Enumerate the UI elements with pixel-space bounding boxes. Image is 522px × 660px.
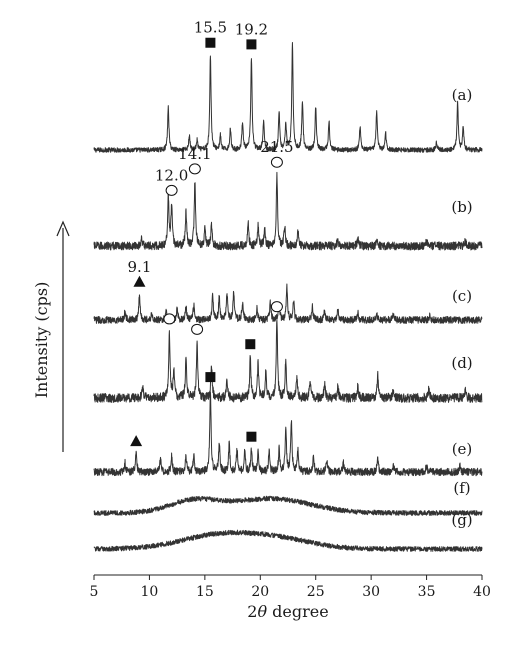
marker-circle [188,163,201,175]
marker-square [205,37,216,48]
peak-label: 12.0 [155,166,188,184]
intensity-arrow-head [56,220,70,237]
x-tick-label: 15 [196,584,214,600]
y-axis-label: Intensity (cps) [32,282,51,399]
marker-square [246,431,257,442]
x-tick-label: 35 [418,584,436,600]
trace-b [93,171,483,251]
trace-label-a: (a) [452,86,473,104]
marker-circle [191,323,204,335]
x-axis-label: 2θ degree [247,602,328,621]
trace-label-b: (b) [451,198,472,216]
x-tick-label: 5 [90,584,99,600]
trace-label-e: (e) [452,440,473,458]
trace-g [93,529,483,552]
intensity-arrow [56,220,70,452]
marker-square [245,339,256,350]
trace-label-f: (f) [453,479,470,497]
trace-labels-group: (a) (b) (c) (d) (e) (f) (g) [451,86,472,529]
trace-label-c: (c) [452,287,472,305]
annotations-group: 15.5 19.2 12.0 14.1 21.5 9.1 [128,19,294,276]
marker-square [205,372,216,383]
x-tick-label: 30 [362,584,380,600]
x-ticks-group: 5 10 15 20 25 30 35 40 [90,575,491,600]
marker-triangle [133,275,146,287]
x-tick-label: 40 [473,584,491,600]
trace-label-g: (g) [451,511,472,529]
trace-c [93,283,483,324]
marker-circle [165,184,178,196]
x-tick-label: 20 [251,584,269,600]
markers-group [130,37,283,447]
traces-group [93,41,483,552]
marker-circle [270,156,283,168]
trace-d [93,319,483,403]
peak-label: 19.2 [235,20,268,38]
peak-label: 14.1 [178,145,211,163]
trace-f [93,495,483,516]
trace-a [93,41,483,153]
trace-e [93,391,483,477]
marker-triangle [130,435,143,447]
peak-label: 21.5 [260,138,293,156]
trace-label-d: (d) [451,354,472,372]
marker-square [246,39,257,50]
peak-label: 15.5 [194,19,227,37]
x-tick-label: 25 [307,584,325,600]
marker-circle [163,313,176,325]
marker-circle [270,301,283,313]
peak-label: 9.1 [128,258,152,276]
x-tick-label: 10 [141,584,159,600]
